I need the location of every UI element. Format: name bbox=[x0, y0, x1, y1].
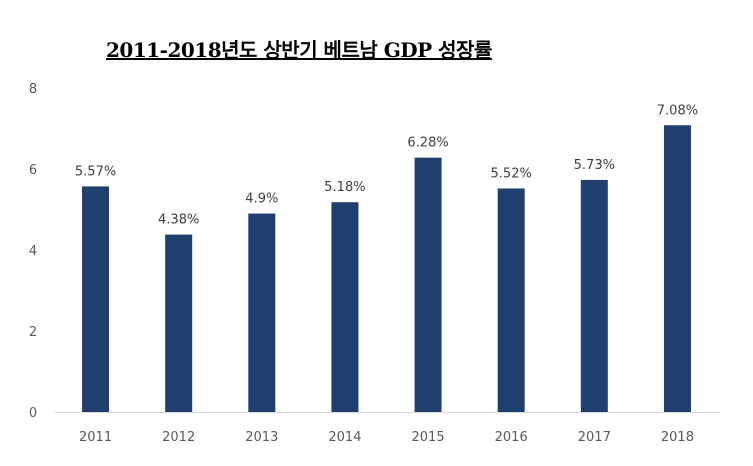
y-tick-label: 0 bbox=[29, 406, 37, 421]
y-tick-label: 2 bbox=[29, 325, 37, 340]
bar-2016 bbox=[497, 188, 525, 412]
y-tick-label: 4 bbox=[29, 244, 37, 259]
data-label: 4.9% bbox=[245, 192, 278, 207]
x-tick-label: 2011 bbox=[79, 430, 112, 445]
x-tick-label: 2018 bbox=[661, 430, 694, 445]
x-tick-label: 2016 bbox=[495, 430, 528, 445]
bar-2012 bbox=[165, 234, 193, 412]
bar-2017 bbox=[580, 179, 608, 412]
bar-2018 bbox=[663, 125, 691, 412]
data-label: 5.73% bbox=[574, 158, 615, 173]
data-label: 5.52% bbox=[491, 166, 532, 181]
data-label: 6.28% bbox=[407, 136, 448, 151]
data-label: 4.38% bbox=[158, 213, 199, 228]
chart-title: 2011-2018년도 상반기 베트남 GDP 성장률 bbox=[106, 38, 492, 62]
bar-2015 bbox=[414, 157, 442, 412]
x-tick-label: 2017 bbox=[578, 430, 611, 445]
x-tick-label: 2015 bbox=[412, 430, 445, 445]
bar-2014 bbox=[331, 202, 359, 412]
data-label: 5.18% bbox=[324, 180, 365, 195]
x-tick-label: 2013 bbox=[245, 430, 278, 445]
data-label: 7.08% bbox=[657, 103, 698, 118]
y-tick-label: 8 bbox=[29, 82, 37, 97]
y-tick-label: 6 bbox=[29, 163, 37, 178]
x-tick-label: 2012 bbox=[162, 430, 195, 445]
bar-2011 bbox=[82, 186, 110, 412]
data-label: 5.57% bbox=[75, 164, 116, 179]
x-tick-label: 2014 bbox=[328, 430, 361, 445]
bar-2013 bbox=[248, 213, 276, 412]
